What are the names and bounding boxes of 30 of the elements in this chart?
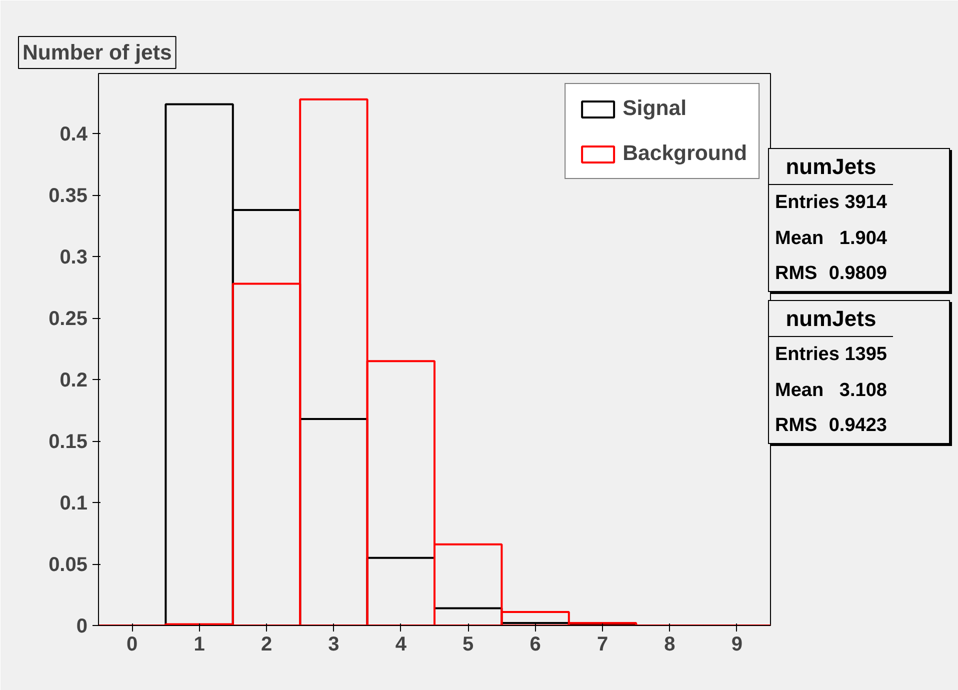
y-tick-label: 0.4 <box>60 124 88 146</box>
text: Entries 3914 <box>774 191 888 216</box>
x-tick-label: 7 <box>596 634 608 656</box>
text: numJets <box>769 301 893 338</box>
y-tick-label: 0 <box>76 616 88 638</box>
x-tick-label: 4 <box>395 634 408 656</box>
text: RMS 0.9423 <box>774 414 888 438</box>
chart-title: Number of jets <box>22 40 172 64</box>
x-tick-label: 5 <box>462 634 474 656</box>
legend-label: Signal <box>622 96 687 121</box>
x-tick-label: 6 <box>530 634 541 656</box>
y-tick-label: 0.25 <box>48 308 88 330</box>
y-tick-label: 0.2 <box>60 370 88 392</box>
legend-label: Background <box>622 141 747 166</box>
x-tick-label: 2 <box>260 634 272 656</box>
text: Mean 3.108 <box>774 378 888 403</box>
x-tick-label: 9 <box>731 634 742 656</box>
text: Mean 1.904 <box>774 226 888 251</box>
y-tick-label: 0.05 <box>48 554 88 576</box>
y-tick-label: 0.15 <box>48 431 88 454</box>
text: Entries 1395 <box>774 343 888 368</box>
text: RMS 0.9809 <box>774 262 888 286</box>
y-tick-label: 0.35 <box>48 185 88 208</box>
y-tick-label: 0.3 <box>60 246 88 269</box>
x-tick-label: 8 <box>664 634 676 656</box>
x-tick-label: 0 <box>126 634 138 656</box>
x-tick-label: 3 <box>328 634 340 656</box>
x-tick-label: 1 <box>194 634 205 656</box>
y-tick-label: 0.1 <box>60 492 88 515</box>
text: numJets <box>769 149 893 186</box>
